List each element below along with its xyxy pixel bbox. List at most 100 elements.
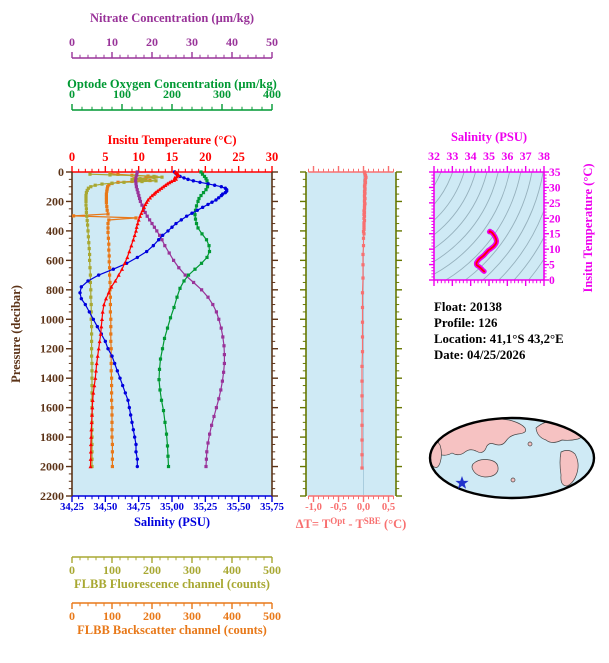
svg-text:1200: 1200 (40, 342, 64, 356)
svg-text:40: 40 (226, 35, 238, 49)
svg-text:10: 10 (106, 35, 118, 49)
map-island-2 (510, 477, 516, 483)
svg-text:300: 300 (183, 609, 201, 623)
delta-t-axis-title: ΔT= TOpt - TSBE (°C) (296, 516, 407, 531)
nitrate-axis: 0 10 20 30 40 50 (69, 35, 278, 59)
fluorescence-axis: 0 100 200 300 400 500 (69, 556, 281, 577)
profile-number-line: Profile: 126 (434, 316, 498, 330)
nitrate-axis-title: Nitrate Concentration (µm/kg) (90, 11, 254, 25)
svg-text:15: 15 (166, 150, 179, 164)
svg-text:35,50: 35,50 (227, 502, 251, 513)
svg-text:0: 0 (69, 150, 75, 164)
float-location-star-icon (455, 475, 469, 489)
ts-salinity-title: Salinity (PSU) (451, 130, 527, 144)
svg-text:500: 500 (263, 563, 281, 577)
delta-t-title-units: (°C) (381, 517, 406, 531)
temperature-profile (88, 169, 181, 469)
svg-text:0: 0 (58, 165, 64, 179)
svg-text:0: 0 (69, 609, 75, 623)
svg-text:400: 400 (46, 224, 64, 238)
svg-text:30: 30 (266, 150, 279, 164)
svg-text:1600: 1600 (40, 401, 64, 415)
svg-text:2200: 2200 (40, 489, 64, 503)
svg-text:0: 0 (549, 275, 555, 287)
svg-text:1400: 1400 (40, 371, 64, 385)
svg-text:35,00: 35,00 (160, 502, 184, 513)
svg-text:30: 30 (186, 35, 198, 49)
pressure-axis-title: Pressure (decibar) (9, 285, 23, 383)
svg-text:25: 25 (549, 198, 561, 210)
oxygen-axis-title: Optode Oxygen Concentration (µm/kg) (67, 77, 277, 91)
svg-text:100: 100 (113, 87, 131, 101)
svg-text:400: 400 (223, 563, 241, 577)
svg-text:35: 35 (483, 149, 495, 163)
date-line: Date: 04/25/2026 (434, 348, 526, 362)
svg-text:50: 50 (266, 35, 278, 49)
svg-text:0: 0 (69, 35, 75, 49)
svg-text:20: 20 (549, 213, 561, 225)
ts-panel: 32 33 34 35 36 37 38 35 30 25 20 15 10 5 0 (428, 149, 561, 287)
svg-text:1000: 1000 (40, 312, 64, 326)
svg-text:38: 38 (538, 149, 550, 163)
salinity-axis-title: Salinity (PSU) (134, 515, 210, 529)
map-south-america (559, 450, 579, 487)
svg-text:34: 34 (465, 149, 477, 163)
svg-text:5: 5 (102, 150, 108, 164)
map-island-1 (527, 441, 533, 447)
ts-curve-inner (475, 230, 498, 273)
svg-text:100: 100 (103, 609, 121, 623)
delta-t-title-sup-opt: Opt (330, 516, 345, 526)
svg-text:-1,0: -1,0 (305, 502, 322, 513)
svg-text:200: 200 (143, 563, 161, 577)
delta-t-title-mid: - T (345, 517, 364, 531)
svg-text:33: 33 (446, 149, 458, 163)
svg-text:100: 100 (103, 563, 121, 577)
main-panel-frame: 0 5 10 15 20 25 30 34,25 34,50 34,75 35,00 35,25 35,… (40, 150, 284, 513)
svg-text:0,0: 0,0 (357, 502, 370, 513)
svg-text:-0,5: -0,5 (330, 502, 347, 513)
map-greenland (561, 418, 577, 427)
location-line: Location: 41,1°S 43,2°E (434, 332, 564, 346)
svg-text:400: 400 (263, 87, 281, 101)
svg-text:37: 37 (520, 149, 532, 163)
svg-text:5: 5 (549, 260, 555, 272)
svg-text:10: 10 (549, 244, 561, 256)
svg-text:200: 200 (143, 609, 161, 623)
svg-text:0: 0 (69, 87, 75, 101)
svg-text:10: 10 (132, 150, 145, 164)
svg-text:15: 15 (549, 229, 561, 241)
svg-text:25: 25 (232, 150, 245, 164)
svg-text:36: 36 (501, 149, 513, 163)
svg-text:600: 600 (46, 253, 64, 267)
svg-text:30: 30 (549, 182, 561, 194)
delta-t-profile (360, 170, 368, 470)
svg-text:34,25: 34,25 (60, 502, 84, 513)
map-outline (428, 416, 596, 500)
delta-t-title-base: ΔT= T (296, 517, 331, 531)
svg-text:200: 200 (46, 194, 64, 208)
backscatter-axis: 0 100 200 300 400 500 (69, 602, 281, 623)
backscatter-axis-title: FLBB Backscatter channel (counts) (77, 623, 267, 637)
svg-text:500: 500 (263, 609, 281, 623)
svg-text:34,75: 34,75 (127, 502, 151, 513)
float-id-line: Float: 20138 (434, 300, 502, 314)
svg-text:34,50: 34,50 (93, 502, 117, 513)
fluorescence-axis-title: FLBB Fluorescence channel (counts) (74, 577, 270, 591)
svg-text:20: 20 (199, 150, 212, 164)
ts-temperature-title: Insitu Temperature (°C) (581, 163, 595, 292)
svg-text:800: 800 (46, 283, 64, 297)
temperature-axis-title: Insitu Temperature (°C) (107, 133, 236, 147)
fluorescence-profile (84, 172, 164, 469)
svg-text:35: 35 (549, 167, 561, 179)
world-map (428, 416, 596, 500)
map-australia (471, 459, 499, 478)
svg-text:300: 300 (183, 563, 201, 577)
svg-text:35,75: 35,75 (260, 502, 284, 513)
svg-text:1800: 1800 (40, 430, 64, 444)
svg-text:20: 20 (146, 35, 158, 49)
float-info-block: Float: 20138 Profile: 126 Location: 41,1… (434, 300, 564, 362)
svg-text:32: 32 (428, 149, 440, 163)
